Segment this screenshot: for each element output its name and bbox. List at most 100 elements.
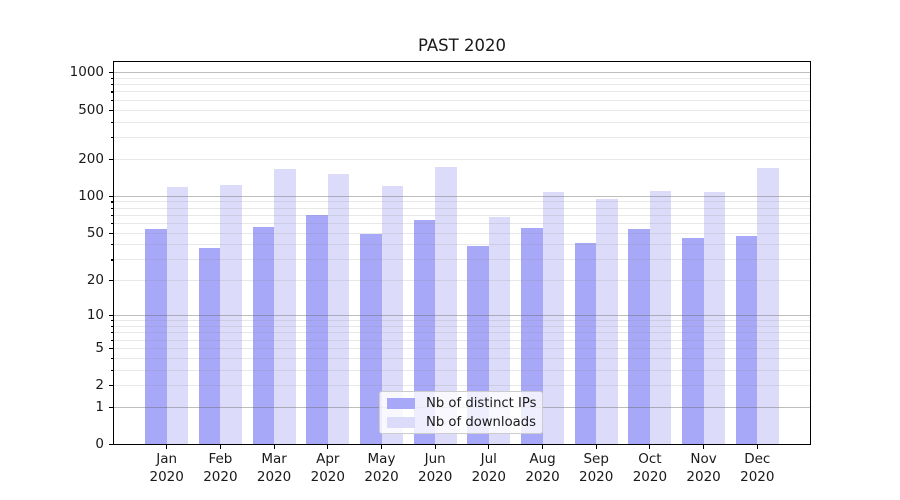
minor-gridline <box>114 158 810 160</box>
y-minor-tick-mark <box>111 280 113 282</box>
minor-gridline <box>114 320 810 322</box>
minor-gridline <box>114 84 810 86</box>
legend-item: Nb of distinct IPs <box>387 395 537 411</box>
y-tick-label: 1 <box>95 399 104 415</box>
minor-gridline <box>114 385 810 387</box>
legend-label: Nb of distinct IPs <box>426 395 537 411</box>
legend-swatch-icon <box>387 416 415 428</box>
bar-may-downloads <box>381 186 403 445</box>
y-minor-tick-mark <box>111 357 113 359</box>
minor-gridline <box>114 326 810 327</box>
y-tick-label: 200 <box>78 150 104 167</box>
y-minor-tick-mark <box>111 91 113 93</box>
minor-gridline <box>114 77 810 79</box>
y-minor-tick-mark <box>111 158 113 160</box>
y-minor-tick-mark <box>111 84 113 86</box>
y-minor-tick-mark <box>111 332 113 334</box>
minor-gridline <box>114 232 810 234</box>
y-tick-label: 2 <box>95 377 104 394</box>
y-tick-mark <box>109 315 113 317</box>
minor-gridline <box>114 280 810 282</box>
minor-gridline <box>114 201 810 203</box>
y-minor-tick-mark <box>111 339 113 341</box>
bar-may-ips <box>360 233 382 445</box>
y-tick-label: 5 <box>95 339 104 356</box>
y-minor-tick-mark <box>111 109 113 111</box>
y-tick-label: 0 <box>95 436 104 453</box>
bar-jan-ips <box>145 228 167 445</box>
x-tick-label: Mar 2020 <box>256 451 292 485</box>
minor-gridline <box>114 369 810 371</box>
bar-apr-downloads <box>327 174 350 445</box>
x-tick-label: Jan 2020 <box>149 451 184 485</box>
y-minor-tick-mark <box>111 214 113 216</box>
bar-mar-downloads <box>274 169 296 445</box>
y-tick-mark <box>109 195 113 197</box>
y-minor-tick-mark <box>111 259 113 261</box>
major-gridline <box>114 195 810 197</box>
minor-gridline <box>114 339 810 341</box>
x-tick-label: Jul 2020 <box>471 451 506 485</box>
bar-nov-downloads <box>703 191 726 445</box>
minor-gridline <box>114 121 810 123</box>
x-tick-mark <box>219 445 221 449</box>
y-minor-tick-mark <box>111 320 113 322</box>
minor-gridline <box>114 137 810 138</box>
legend: Nb of distinct IPs Nb of downloads <box>379 391 543 434</box>
bar-dec-downloads <box>757 168 779 445</box>
x-tick-mark <box>166 445 168 449</box>
y-minor-tick-mark <box>111 207 113 209</box>
bar-sep-downloads <box>596 199 618 445</box>
x-tick-label: Jun 2020 <box>418 451 453 485</box>
y-minor-tick-mark <box>111 244 113 246</box>
x-tick-mark <box>434 445 436 449</box>
y-tick-label: 1000 <box>69 64 104 81</box>
y-minor-tick-mark <box>111 385 113 387</box>
y-tick-label: 500 <box>78 101 104 118</box>
bar-nov-ips <box>682 238 704 445</box>
minor-gridline <box>114 347 810 349</box>
y-minor-tick-mark <box>111 77 113 80</box>
x-tick-label: Dec 2020 <box>740 451 775 485</box>
x-tick-mark <box>541 445 544 449</box>
minor-gridline <box>114 357 810 359</box>
legend-item: Nb of downloads <box>387 414 536 430</box>
x-tick-label: Sep 2020 <box>579 451 614 485</box>
bar-jun-downloads <box>435 166 457 445</box>
major-gridline <box>114 72 810 74</box>
bar-sep-ips <box>574 243 597 445</box>
bar-apr-ips <box>306 214 328 445</box>
minor-gridline <box>114 222 810 224</box>
major-gridline <box>114 315 810 317</box>
bar-feb-ips <box>198 248 221 445</box>
x-tick-mark <box>273 445 275 449</box>
x-tick-label: Nov 2020 <box>686 451 721 485</box>
x-tick-mark <box>488 445 490 449</box>
y-tick-mark <box>109 444 113 446</box>
minor-gridline <box>114 244 810 246</box>
bar-mar-ips <box>252 226 275 445</box>
minor-gridline <box>114 207 810 209</box>
minor-gridline <box>114 91 810 93</box>
bar-jun-ips <box>413 220 436 445</box>
y-tick-label: 20 <box>86 272 104 289</box>
x-tick-label: Apr 2020 <box>310 451 345 485</box>
x-tick-label: May 2020 <box>364 451 399 485</box>
bar-jul-downloads <box>488 217 511 445</box>
y-tick-mark <box>109 72 113 74</box>
y-minor-tick-mark <box>111 222 113 225</box>
x-tick-mark <box>380 445 383 449</box>
y-tick-mark <box>109 407 113 409</box>
y-tick-label: 50 <box>86 224 104 241</box>
y-minor-tick-mark <box>111 137 113 139</box>
minor-gridline <box>114 214 810 216</box>
y-minor-tick-mark <box>111 326 113 328</box>
x-tick-mark <box>649 445 651 449</box>
bar-dec-ips <box>735 235 758 445</box>
x-tick-mark <box>703 445 705 449</box>
y-minor-tick-mark <box>111 347 113 349</box>
minor-gridline <box>114 259 810 261</box>
y-minor-tick-mark <box>111 99 113 101</box>
y-minor-tick-mark <box>111 201 113 203</box>
